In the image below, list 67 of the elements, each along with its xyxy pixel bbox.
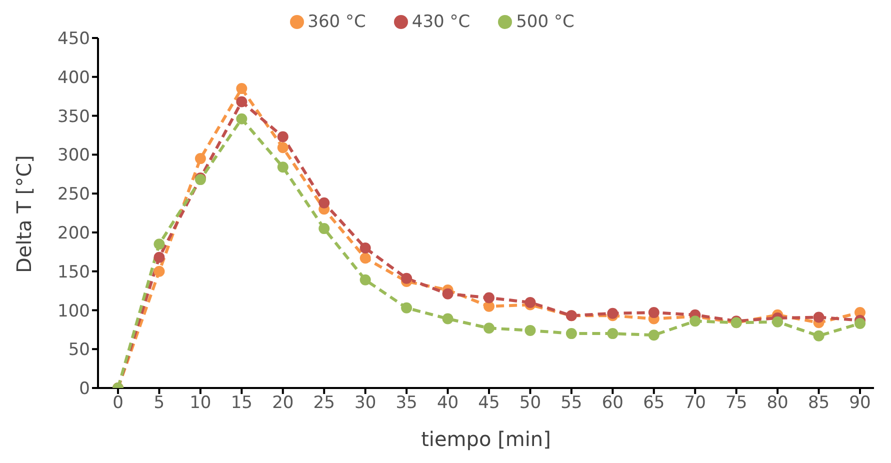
y-tick-label: 200 [58, 223, 90, 244]
point [154, 266, 165, 277]
point [154, 252, 165, 263]
point [524, 296, 536, 308]
y-tick-label: 100 [58, 301, 90, 322]
x-tick-label: 80 [766, 393, 788, 414]
x-tick-label: 10 [190, 393, 212, 414]
x-tick-label: 50 [519, 393, 542, 414]
x-tick-label: 55 [560, 393, 582, 414]
point [236, 83, 248, 94]
x-tick-label: 30 [354, 393, 376, 414]
point [236, 113, 248, 124]
y-tick-label: 400 [58, 68, 90, 88]
x-tick-label: 0 [112, 393, 124, 414]
point [318, 197, 330, 208]
point [154, 238, 165, 250]
point [690, 316, 701, 327]
legend-label: 500 °C [516, 12, 574, 32]
x-tick-label: 45 [478, 393, 500, 414]
x-tick-label: 20 [272, 393, 294, 414]
x-tick-label: 15 [230, 393, 252, 414]
y-tick-label: 450 [58, 29, 90, 50]
x-tick-label: 90 [849, 393, 871, 414]
point [401, 302, 412, 314]
point [813, 312, 824, 323]
y-axis-title: Delta T [°C] [12, 155, 36, 273]
y-tick-label: 350 [58, 106, 90, 127]
x-tick-label: 70 [684, 393, 706, 414]
point [648, 307, 660, 318]
x-tick-label: 85 [808, 393, 830, 414]
point [277, 131, 288, 142]
point [318, 223, 330, 234]
point [484, 322, 494, 334]
y-tick-label: 300 [58, 146, 90, 166]
point [524, 324, 536, 336]
point [772, 316, 784, 328]
point [607, 308, 618, 319]
x-tick-label: 75 [726, 393, 748, 414]
y-tick-label: 150 [58, 262, 90, 282]
y-tick-label: 250 [58, 184, 90, 205]
point [566, 328, 577, 340]
point [236, 96, 248, 108]
point [813, 330, 824, 342]
point [360, 242, 371, 254]
x-tick-label: 60 [602, 393, 624, 414]
point [277, 162, 288, 173]
x-tick-label: 25 [313, 393, 335, 414]
point [442, 313, 454, 324]
point [277, 142, 288, 154]
x-tick-label: 40 [436, 393, 459, 414]
point [360, 274, 371, 286]
point [484, 292, 494, 304]
y-tick-label: 0 [79, 379, 90, 400]
x-tick-label: 65 [643, 393, 665, 414]
y-tick-label: 50 [68, 340, 90, 360]
point [194, 153, 206, 164]
point [648, 330, 660, 341]
point [607, 328, 618, 340]
x-axis-title: tiempo [min] [421, 427, 551, 451]
legend-label: 360 °C [308, 12, 366, 32]
x-tick-label: 5 [154, 393, 165, 414]
point [401, 272, 412, 284]
legend-label: 430 °C [412, 12, 470, 32]
point [360, 252, 371, 264]
point [854, 318, 866, 329]
point [442, 288, 454, 300]
x-tick-label: 35 [396, 393, 418, 414]
